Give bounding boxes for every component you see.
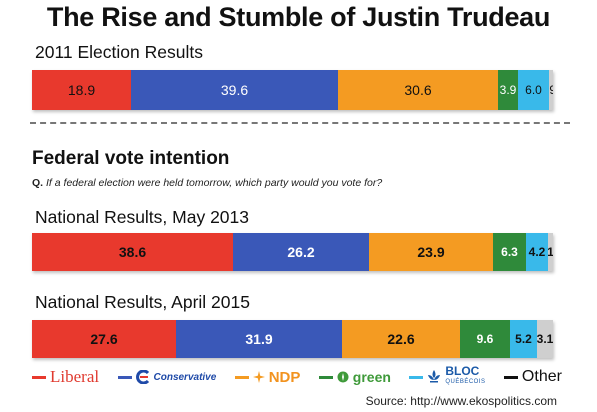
legend-label-bloc-main: BLOC	[445, 364, 480, 378]
bar-segment-conservative: 26.2	[233, 233, 369, 271]
bar-segment-bloc: 5.2	[510, 320, 537, 358]
legend-swatch-ndp	[234, 375, 249, 379]
data-label-bloc: 6.0	[525, 83, 542, 97]
legend-label-ndp: NDP	[268, 368, 301, 386]
section-label-2013: National Results, May 2013	[35, 207, 249, 227]
legend-item-ndp: NDP	[234, 368, 301, 386]
legend-swatch-liberal	[32, 375, 46, 379]
bar-segment-liberal: 38.6	[32, 233, 233, 271]
data-label-liberal: 38.6	[118, 244, 147, 260]
legend-swatch-other	[503, 375, 518, 379]
bar-segment-ndp: 23.9	[369, 233, 493, 271]
legend-label-bloc-sub: QUÉBÉCOIS	[445, 379, 486, 385]
section-label-2015: National Results, April 2015	[35, 292, 250, 312]
data-label-conservative: 31.9	[245, 331, 273, 347]
question-prefix: Q.	[32, 177, 44, 189]
legend-swatch-green	[318, 375, 333, 379]
legend-item-liberal: Liberal	[32, 367, 99, 387]
data-label-ndp: 30.6	[404, 82, 432, 98]
chart-title: The Rise and Stumble of Justin Trudeau	[46, 2, 551, 32]
bar-segment-green: 3.9	[498, 70, 518, 110]
legend-item-conservative: Conservative	[117, 370, 217, 384]
bar-segment-conservative: 39.6	[131, 70, 338, 110]
survey-question: Q. If a federal election were held tomor…	[32, 177, 382, 189]
bar-segment-liberal: 18.9	[32, 70, 131, 110]
data-label-liberal: 18.9	[67, 82, 96, 98]
data-label-other: 1	[548, 245, 553, 259]
data-label-conservative: 26.2	[287, 244, 315, 260]
green-logo-icon	[337, 371, 349, 383]
bar-segment-other: 1	[548, 233, 553, 271]
data-label-bloc: 5.2	[515, 332, 532, 346]
fleur-de-lis-icon	[428, 370, 441, 383]
bar-segment-other: 3.1	[537, 320, 553, 358]
legend-label-other: Other	[521, 368, 562, 385]
bar-segment-liberal: 27.6	[32, 320, 176, 358]
bar-segment-conservative: 31.9	[176, 320, 342, 358]
data-label-ndp: 22.6	[387, 331, 415, 347]
legend-swatch-conservative	[117, 375, 132, 379]
legend-item-green: green	[318, 369, 391, 385]
legend-label-bloc: BLOC QUÉBÉCOIS	[445, 364, 486, 388]
bar-segment-green: 6.3	[493, 233, 526, 271]
legend-label-green: green	[352, 369, 391, 385]
data-label-green: 6.3	[501, 245, 518, 259]
data-label-ndp: 23.9	[417, 244, 445, 260]
subhead: Federal vote intention	[32, 148, 230, 169]
section-divider	[30, 122, 570, 124]
question-text: If a federal election were held tomorrow…	[46, 177, 383, 189]
legend-swatch-bloc	[409, 375, 424, 379]
data-label-bloc: 4.2	[528, 245, 546, 259]
bar-segment-other: .9	[549, 70, 553, 110]
legend-label-liberal: Liberal	[50, 367, 100, 386]
bar-segment-ndp: 22.6	[342, 320, 460, 358]
bar-segment-green: 9.6	[460, 320, 510, 358]
stacked-bar-2015: 27.6 31.9 22.6 9.6 5.2 3.1	[32, 320, 553, 358]
legend-item-bloc: BLOC QUÉBÉCOIS	[409, 364, 486, 388]
bar-segment-bloc: 4.2	[526, 233, 548, 271]
data-label-green: 3.9	[499, 83, 517, 97]
stacked-bar-2013: 38.6 26.2 23.9 6.3 4.2 1	[32, 233, 553, 271]
bar-segment-ndp: 30.6	[338, 70, 498, 110]
data-label-other: .9	[549, 83, 553, 97]
legend-item-other: Other	[503, 368, 562, 386]
data-label-liberal: 27.6	[90, 331, 118, 347]
data-label-green: 9.6	[476, 332, 494, 346]
bar-segment-bloc: 6.0	[518, 70, 549, 110]
source-credit: Source: http://www.ekospolitics.com	[365, 394, 557, 408]
legend-label-conservative: Conservative	[153, 371, 217, 383]
data-label-conservative: 39.6	[220, 82, 249, 98]
data-label-other: 3.1	[537, 332, 553, 346]
conservative-logo-icon	[135, 370, 149, 384]
stacked-bar-2011: 18.9 39.6 30.6 3.9 6.0 .9	[32, 70, 553, 110]
section-label-2011: 2011 Election Results	[35, 42, 203, 62]
ndp-logo-icon	[252, 371, 265, 383]
legend: Liberal Conservative NDP green BLOC QUÉBÉ…	[32, 364, 562, 388]
